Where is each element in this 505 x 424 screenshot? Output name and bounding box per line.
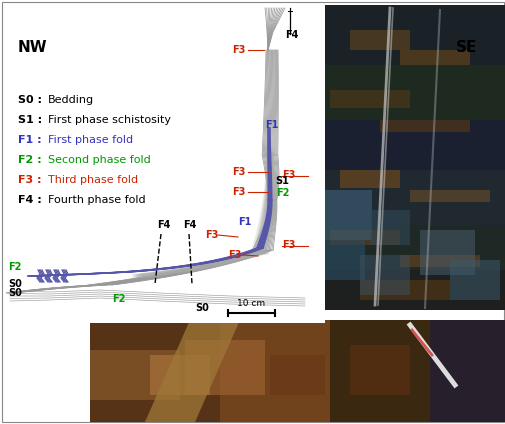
Bar (329, 230, 399, 245)
Text: First phase fold: First phase fold (48, 135, 133, 145)
Bar (315, 240, 364, 280)
Text: S1 :: S1 : (18, 115, 46, 125)
Text: Third phase fold: Third phase fold (48, 175, 138, 185)
Text: Second phase fold: Second phase fold (48, 155, 150, 165)
Text: F3: F3 (281, 240, 295, 250)
Bar (310, 270, 504, 310)
Text: F1: F1 (237, 217, 251, 227)
Bar (310, 225, 504, 270)
Text: F4: F4 (157, 220, 170, 230)
Bar (399, 255, 479, 267)
Bar (220, 320, 329, 422)
Polygon shape (310, 5, 502, 310)
Text: SE: SE (455, 40, 476, 55)
Bar (310, 5, 504, 65)
Text: F2: F2 (275, 188, 289, 198)
Text: F3: F3 (231, 45, 245, 55)
Bar (349, 30, 409, 50)
Bar (359, 280, 449, 300)
Text: 10 cm: 10 cm (237, 299, 265, 308)
Text: F2: F2 (112, 294, 125, 304)
Bar (270, 355, 324, 395)
Bar (185, 340, 265, 395)
Text: F4: F4 (183, 220, 196, 230)
Bar (369, 210, 409, 245)
Bar (310, 120, 504, 170)
Bar (429, 320, 504, 422)
Text: F2 :: F2 : (18, 155, 45, 165)
Bar (329, 320, 429, 422)
Text: F1 :: F1 : (18, 135, 45, 145)
Text: NW: NW (18, 40, 47, 55)
Bar (310, 65, 504, 120)
Bar (339, 170, 399, 188)
Bar (329, 90, 409, 108)
Bar (419, 230, 474, 275)
Text: S0: S0 (194, 303, 209, 313)
Bar (149, 355, 210, 395)
Text: F3: F3 (228, 250, 241, 260)
Text: F3: F3 (231, 187, 245, 197)
Bar (409, 190, 489, 202)
Bar (379, 120, 469, 132)
Text: S0: S0 (8, 279, 22, 289)
Text: S1: S1 (274, 176, 288, 186)
Text: F3: F3 (281, 170, 295, 180)
Text: F3: F3 (205, 230, 218, 240)
Bar (312, 190, 371, 240)
Text: F3: F3 (231, 167, 245, 177)
Text: F4 :: F4 : (18, 195, 45, 205)
Bar (310, 170, 504, 225)
Text: Fourth phase fold: Fourth phase fold (48, 195, 145, 205)
Bar (90, 320, 504, 422)
Text: S0 :: S0 : (18, 95, 46, 105)
Polygon shape (145, 320, 239, 422)
Bar (90, 320, 220, 422)
Text: F3 :: F3 : (18, 175, 45, 185)
Bar (90, 350, 180, 400)
Bar (449, 260, 499, 300)
Text: S0: S0 (8, 288, 22, 298)
Text: F1: F1 (265, 120, 278, 130)
Bar (359, 255, 409, 295)
Text: F2: F2 (8, 262, 21, 272)
Text: F4: F4 (284, 30, 298, 40)
Bar (349, 345, 409, 395)
Text: Bedding: Bedding (48, 95, 94, 105)
Bar (5, 5, 324, 323)
Text: First phase schistosity: First phase schistosity (48, 115, 171, 125)
Bar (399, 50, 469, 65)
